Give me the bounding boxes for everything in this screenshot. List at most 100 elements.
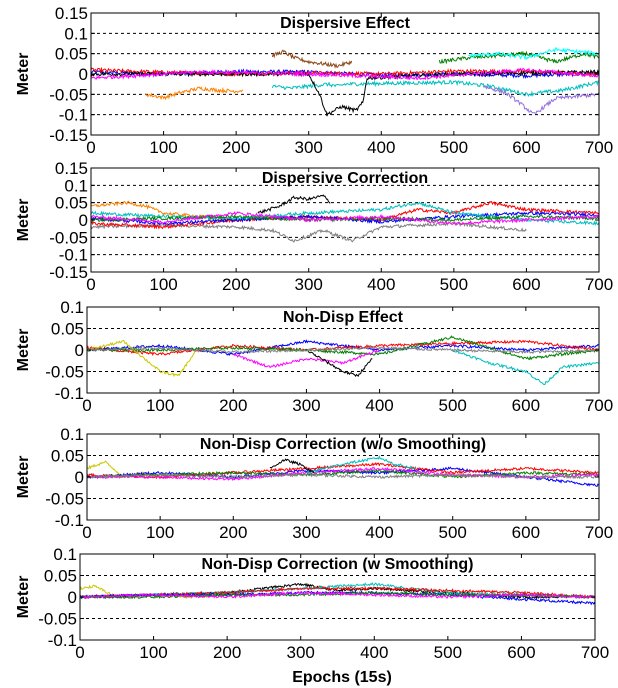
y-tick-label: 0.15: [55, 4, 88, 23]
series-line: [91, 68, 599, 117]
series-line: [87, 472, 599, 480]
y-axis-label: Meter: [15, 53, 32, 96]
series-line: [269, 458, 315, 474]
y-axis-label: Meter: [15, 576, 32, 619]
x-tick-label: 100: [146, 396, 174, 415]
series-line: [232, 349, 380, 369]
series-line: [87, 339, 599, 357]
subplot-title: Dispersive Correction: [262, 170, 428, 187]
y-tick-label: -0.1: [48, 631, 77, 650]
subplot: 0 100 200 300 400 500 600 700 -0.1 -0.05 0 0.05 0.1 N…: [15, 545, 609, 662]
series-line: [271, 79, 599, 98]
y-tick-label: 0.05: [51, 447, 84, 466]
subplot-title: Non-Disp Effect: [283, 309, 404, 326]
y-tick-label: 0: [75, 468, 84, 487]
y-tick-label: -0.05: [49, 85, 88, 104]
subplot-title: Non-Disp Correction (w/o Smoothing): [200, 436, 486, 453]
x-tick-label: 0: [82, 396, 91, 415]
x-tick-label: 300: [295, 275, 323, 294]
x-tick-label: 100: [149, 275, 177, 294]
x-tick-label: 400: [365, 523, 393, 542]
x-tick-label: 200: [219, 523, 247, 542]
x-tick-label: 700: [585, 275, 613, 294]
y-tick-label: -0.05: [38, 610, 77, 629]
x-tick-label: 700: [585, 523, 613, 542]
x-tick-label: 0: [75, 643, 84, 662]
x-tick-label: 500: [434, 643, 462, 662]
x-tick-label: 700: [581, 643, 609, 662]
y-tick-label: -0.05: [45, 363, 84, 382]
x-tick-label: 600: [512, 396, 540, 415]
y-tick-label: -0.15: [49, 126, 88, 145]
x-tick-label: 200: [213, 643, 241, 662]
x-tick-label: 0: [82, 523, 91, 542]
x-tick-label: 100: [149, 138, 177, 157]
y-tick-label: 0: [79, 65, 88, 84]
subplot: 0 100 200 300 400 500 600 700-0.15-0.1-0.0500.0…: [15, 159, 613, 294]
subplot: 0 100 200 300 400 500 600 700 -0.1 -0.05 0 0.05 0.1 N…: [15, 298, 613, 415]
y-tick-label: -0.1: [55, 511, 84, 530]
series-line: [482, 85, 599, 115]
x-tick-label: 500: [439, 523, 467, 542]
series-line: [468, 47, 599, 61]
x-tick-label: 700: [585, 396, 613, 415]
y-tick-label: 0: [79, 211, 88, 230]
y-tick-label: 0.1: [60, 298, 84, 317]
series-line: [257, 194, 331, 214]
series-line: [87, 339, 198, 378]
series-line: [87, 339, 599, 357]
y-tick-label: 0.1: [60, 425, 84, 444]
y-axis-label: Meter: [15, 199, 32, 242]
y-tick-label: 0.1: [53, 545, 77, 564]
y-tick-label: 0.1: [64, 24, 88, 43]
subplot-title: Non-Disp Correction (w Smoothing): [202, 556, 474, 573]
x-tick-label: 400: [367, 275, 395, 294]
x-tick-label: 700: [585, 138, 613, 157]
x-tick-label: 300: [292, 523, 320, 542]
subplot-title: Dispersive Effect: [280, 15, 411, 32]
y-tick-label: -0.05: [45, 490, 84, 509]
y-tick-label: -0.1: [55, 384, 84, 403]
x-tick-label: 600: [512, 275, 540, 294]
x-tick-label: 200: [222, 275, 250, 294]
y-tick-label: 0: [68, 588, 77, 607]
series-line: [144, 86, 244, 101]
x-tick-label: 600: [512, 523, 540, 542]
y-tick-label: 0.15: [55, 159, 88, 178]
y-tick-label: 0.1: [64, 176, 88, 195]
x-tick-label: 100: [139, 643, 167, 662]
y-tick-label: 0.05: [55, 194, 88, 213]
x-tick-label: 300: [295, 138, 323, 157]
y-tick-label: -0.1: [59, 106, 88, 125]
x-tick-label: 0: [86, 275, 95, 294]
subplot: 0 100 200 300 400 500 600 700 -0.1 -0.05 0 0.05 0.1 N…: [15, 425, 613, 542]
y-tick-label: 0.05: [44, 567, 77, 586]
x-tick-label: 200: [219, 396, 247, 415]
x-tick-label: 400: [360, 643, 388, 662]
series-line: [271, 49, 353, 69]
x-tick-label: 400: [365, 396, 393, 415]
y-tick-label: 0.05: [55, 45, 88, 64]
x-tick-label: 200: [222, 138, 250, 157]
series-line: [91, 211, 599, 226]
x-tick-label: 300: [287, 643, 315, 662]
x-tick-label: 500: [440, 275, 468, 294]
y-axis-label: Meter: [15, 329, 32, 372]
x-tick-label: 300: [292, 396, 320, 415]
y-tick-label: -0.15: [49, 263, 88, 282]
series-line: [91, 67, 599, 81]
series-line: [80, 590, 595, 600]
x-tick-label: 600: [512, 138, 540, 157]
x-tick-label: 600: [507, 643, 535, 662]
x-tick-label: 500: [440, 138, 468, 157]
x-tick-label: 0: [86, 138, 95, 157]
y-tick-label: -0.05: [49, 228, 88, 247]
x-tick-label: 100: [146, 523, 174, 542]
x-tick-label: 400: [367, 138, 395, 157]
y-tick-label: -0.1: [59, 246, 88, 265]
series-line: [87, 345, 599, 355]
x-tick-label: 500: [439, 396, 467, 415]
series-line: [438, 50, 599, 65]
subplot: 0 100 200 300 400 500 600 700-0.15-0.1-0.0500.0…: [15, 4, 613, 157]
